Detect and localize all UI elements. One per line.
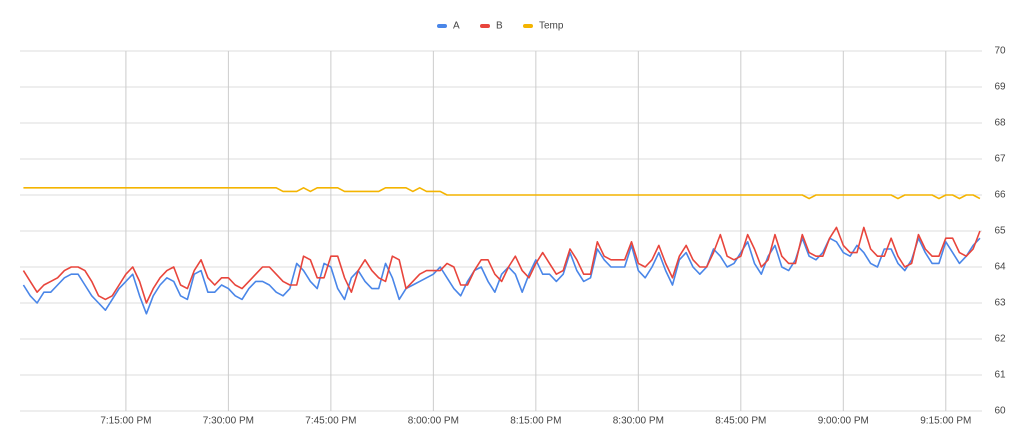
y-tick-label: 61 — [994, 370, 1006, 381]
y-tick-label: 66 — [994, 190, 1006, 201]
y-tick-label: 68 — [994, 118, 1006, 129]
series-line — [22, 237, 981, 315]
x-tick-label: 8:45:00 PM — [715, 416, 766, 427]
y-tick-label: 62 — [994, 334, 1006, 345]
legend-swatch — [523, 24, 533, 28]
x-tick-label: 7:45:00 PM — [305, 416, 356, 427]
series-line — [23, 187, 981, 200]
legend-label: Temp — [539, 21, 564, 32]
x-tick-label: 8:00:00 PM — [408, 416, 459, 427]
y-tick-label: 67 — [994, 154, 1006, 165]
x-tick-label: 7:30:00 PM — [203, 416, 254, 427]
y-tick-label: 65 — [994, 226, 1006, 237]
x-tick-label: 8:30:00 PM — [613, 416, 664, 427]
y-tick-label: 64 — [994, 262, 1006, 273]
x-tick-label: 9:00:00 PM — [818, 416, 869, 427]
legend-swatch — [480, 24, 490, 28]
legend-swatch — [437, 24, 447, 28]
legend-label: B — [496, 21, 503, 32]
x-tick-label: 9:15:00 PM — [920, 416, 971, 427]
y-tick-label: 70 — [994, 46, 1006, 57]
y-tick-label: 60 — [994, 406, 1006, 417]
y-tick-label: 69 — [994, 82, 1006, 93]
x-tick-label: 7:15:00 PM — [100, 416, 151, 427]
series-line — [22, 226, 981, 304]
x-tick-label: 8:15:00 PM — [510, 416, 561, 427]
y-tick-label: 63 — [994, 298, 1006, 309]
legend-label: A — [453, 21, 460, 32]
